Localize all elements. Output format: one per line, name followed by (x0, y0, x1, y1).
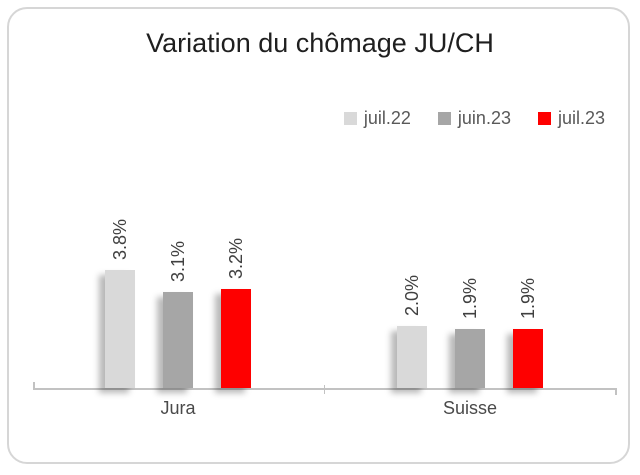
data-label-Suisse-juil.22: 2.0% (402, 274, 422, 316)
bar-Suisse-juil.23 (513, 329, 543, 388)
data-label-Jura-juin.23: 3.1% (168, 240, 188, 282)
legend-swatch-icon (343, 112, 357, 125)
x-axis-line (33, 388, 617, 390)
legend-label: juil.22 (363, 108, 411, 128)
x-axis-tick-middle (324, 385, 325, 394)
bar-Suisse-juil.22 (397, 326, 427, 388)
data-label-Suisse-juil.23: 1.9% (518, 277, 538, 319)
bar-Jura-juin.23 (163, 292, 193, 388)
bar-Suisse-juin.23 (455, 329, 485, 388)
data-label-Suisse-juin.23: 1.9% (460, 277, 480, 319)
legend-label: juil.23 (557, 108, 605, 128)
category-label-Jura: Jura (160, 398, 196, 418)
legend-item-juil.23: juil.23 (537, 108, 605, 129)
bar-Jura-juil.22 (105, 270, 135, 388)
x-axis-tick-left (33, 382, 35, 390)
chart-title: Variation du chômage JU/CH (146, 28, 494, 58)
data-label-Jura-juil.22: 3.8% (110, 218, 130, 260)
legend-item-juin.23: juin.23 (437, 108, 511, 129)
data-label-Jura-juil.23: 3.2% (226, 237, 246, 279)
category-label-Suisse: Suisse (442, 398, 498, 418)
x-axis-tick-right (615, 388, 617, 395)
legend-item-juil.22: juil.22 (343, 108, 411, 129)
bar-Jura-juil.23 (221, 289, 251, 388)
legend-swatch-icon (437, 112, 451, 125)
legend: juil.22 juin.23 juil.23 (343, 108, 605, 129)
legend-label: juin.23 (457, 108, 511, 128)
legend-swatch-icon (537, 112, 551, 125)
